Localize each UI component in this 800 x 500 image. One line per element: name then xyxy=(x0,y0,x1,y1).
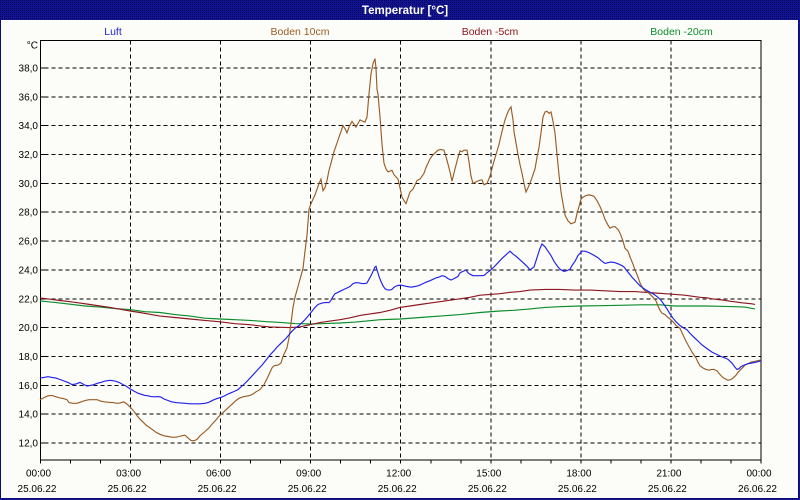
svg-text:25.06.22: 25.06.22 xyxy=(468,484,507,495)
svg-text:06:00: 06:00 xyxy=(206,469,231,480)
svg-text:03:00: 03:00 xyxy=(116,469,141,480)
svg-text:36,0: 36,0 xyxy=(19,92,39,103)
svg-text:14,0: 14,0 xyxy=(19,410,39,421)
svg-text:20,0: 20,0 xyxy=(19,323,39,334)
svg-text:25.06.22: 25.06.22 xyxy=(108,484,147,495)
svg-text:09:00: 09:00 xyxy=(296,469,321,480)
svg-text:Temperatur [°C]: Temperatur [°C] xyxy=(362,5,448,17)
svg-text:25.06.22: 25.06.22 xyxy=(198,484,237,495)
svg-text:Luft: Luft xyxy=(104,26,122,38)
svg-text:12:00: 12:00 xyxy=(386,469,411,480)
svg-text:25.06.22: 25.06.22 xyxy=(648,484,687,495)
svg-text:25.06.22: 25.06.22 xyxy=(378,484,417,495)
svg-text:°C: °C xyxy=(27,41,38,52)
svg-text:12,0: 12,0 xyxy=(19,439,39,450)
svg-text:25.06.22: 25.06.22 xyxy=(18,484,57,495)
svg-text:28,0: 28,0 xyxy=(19,208,39,219)
svg-text:25.06.22: 25.06.22 xyxy=(288,484,327,495)
svg-text:25.06.22: 25.06.22 xyxy=(558,484,597,495)
svg-text:00:00: 00:00 xyxy=(26,469,51,480)
svg-text:30,0: 30,0 xyxy=(19,179,39,190)
svg-text:Boden -20cm: Boden -20cm xyxy=(650,26,713,38)
svg-text:00:00: 00:00 xyxy=(746,469,771,480)
svg-text:24,0: 24,0 xyxy=(19,265,39,276)
svg-text:38,0: 38,0 xyxy=(19,64,39,75)
svg-text:22,0: 22,0 xyxy=(19,294,39,305)
svg-text:26,0: 26,0 xyxy=(19,237,39,248)
svg-text:26.06.22: 26.06.22 xyxy=(738,484,777,495)
svg-text:32,0: 32,0 xyxy=(19,150,39,161)
svg-text:18:00: 18:00 xyxy=(566,469,591,480)
svg-text:Boden -5cm: Boden -5cm xyxy=(462,26,519,38)
svg-text:16,0: 16,0 xyxy=(19,381,39,392)
svg-text:15:00: 15:00 xyxy=(476,469,501,480)
svg-text:18,0: 18,0 xyxy=(19,352,39,363)
svg-text:21:00: 21:00 xyxy=(656,469,681,480)
svg-text:34,0: 34,0 xyxy=(19,121,39,132)
svg-text:Boden 10cm: Boden 10cm xyxy=(271,26,330,38)
